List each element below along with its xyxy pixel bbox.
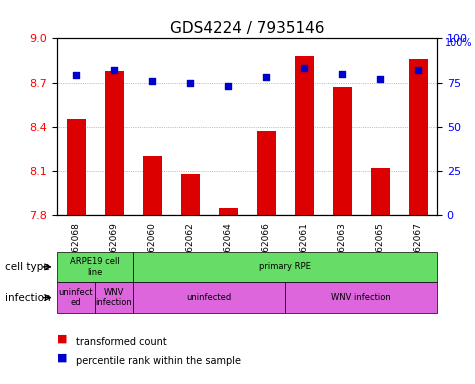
Text: infection: infection (5, 293, 50, 303)
Bar (218, 208, 238, 215)
Point (186, 79, 194, 86)
Point (224, 83, 232, 89)
Text: GSM762065: GSM762065 (376, 222, 384, 277)
Text: primary RPE: primary RPE (259, 262, 311, 271)
Text: WNV infection: WNV infection (331, 293, 391, 302)
Bar (408, 59, 428, 215)
Point (262, 74, 270, 80)
Text: cell type: cell type (5, 262, 49, 272)
Text: ARPE19 cell
line: ARPE19 cell line (70, 257, 120, 276)
Point (110, 67, 118, 73)
Text: 100%: 100% (445, 38, 472, 48)
Text: GSM762066: GSM762066 (262, 222, 270, 277)
Point (72, 73, 80, 79)
Bar (180, 174, 200, 215)
Text: ■: ■ (57, 353, 67, 363)
Title: GDS4224 / 7935146: GDS4224 / 7935146 (170, 21, 324, 36)
Bar (66, 119, 85, 215)
Text: uninfect
ed: uninfect ed (59, 288, 93, 307)
Bar (370, 168, 389, 215)
Text: GSM762060: GSM762060 (148, 222, 156, 277)
Text: transformed count: transformed count (76, 337, 167, 347)
Bar (256, 131, 275, 215)
Text: GSM762063: GSM762063 (338, 222, 346, 277)
Text: GSM762067: GSM762067 (414, 222, 422, 277)
Point (414, 67, 422, 73)
Bar (332, 87, 352, 215)
Text: WNV
infection: WNV infection (95, 288, 133, 307)
Bar (142, 156, 162, 215)
Text: GSM762069: GSM762069 (110, 222, 118, 277)
Point (338, 71, 346, 77)
Point (376, 76, 384, 82)
Text: GSM762068: GSM762068 (72, 222, 80, 277)
Text: ■: ■ (57, 334, 67, 344)
Text: percentile rank within the sample: percentile rank within the sample (76, 356, 241, 366)
Bar (104, 71, 124, 215)
Point (148, 78, 156, 84)
Text: GSM762061: GSM762061 (300, 222, 308, 277)
Bar (294, 56, 314, 215)
Text: GSM762064: GSM762064 (224, 222, 232, 277)
Text: uninfected: uninfected (186, 293, 232, 302)
Text: GSM762062: GSM762062 (186, 222, 194, 277)
Point (300, 65, 308, 71)
